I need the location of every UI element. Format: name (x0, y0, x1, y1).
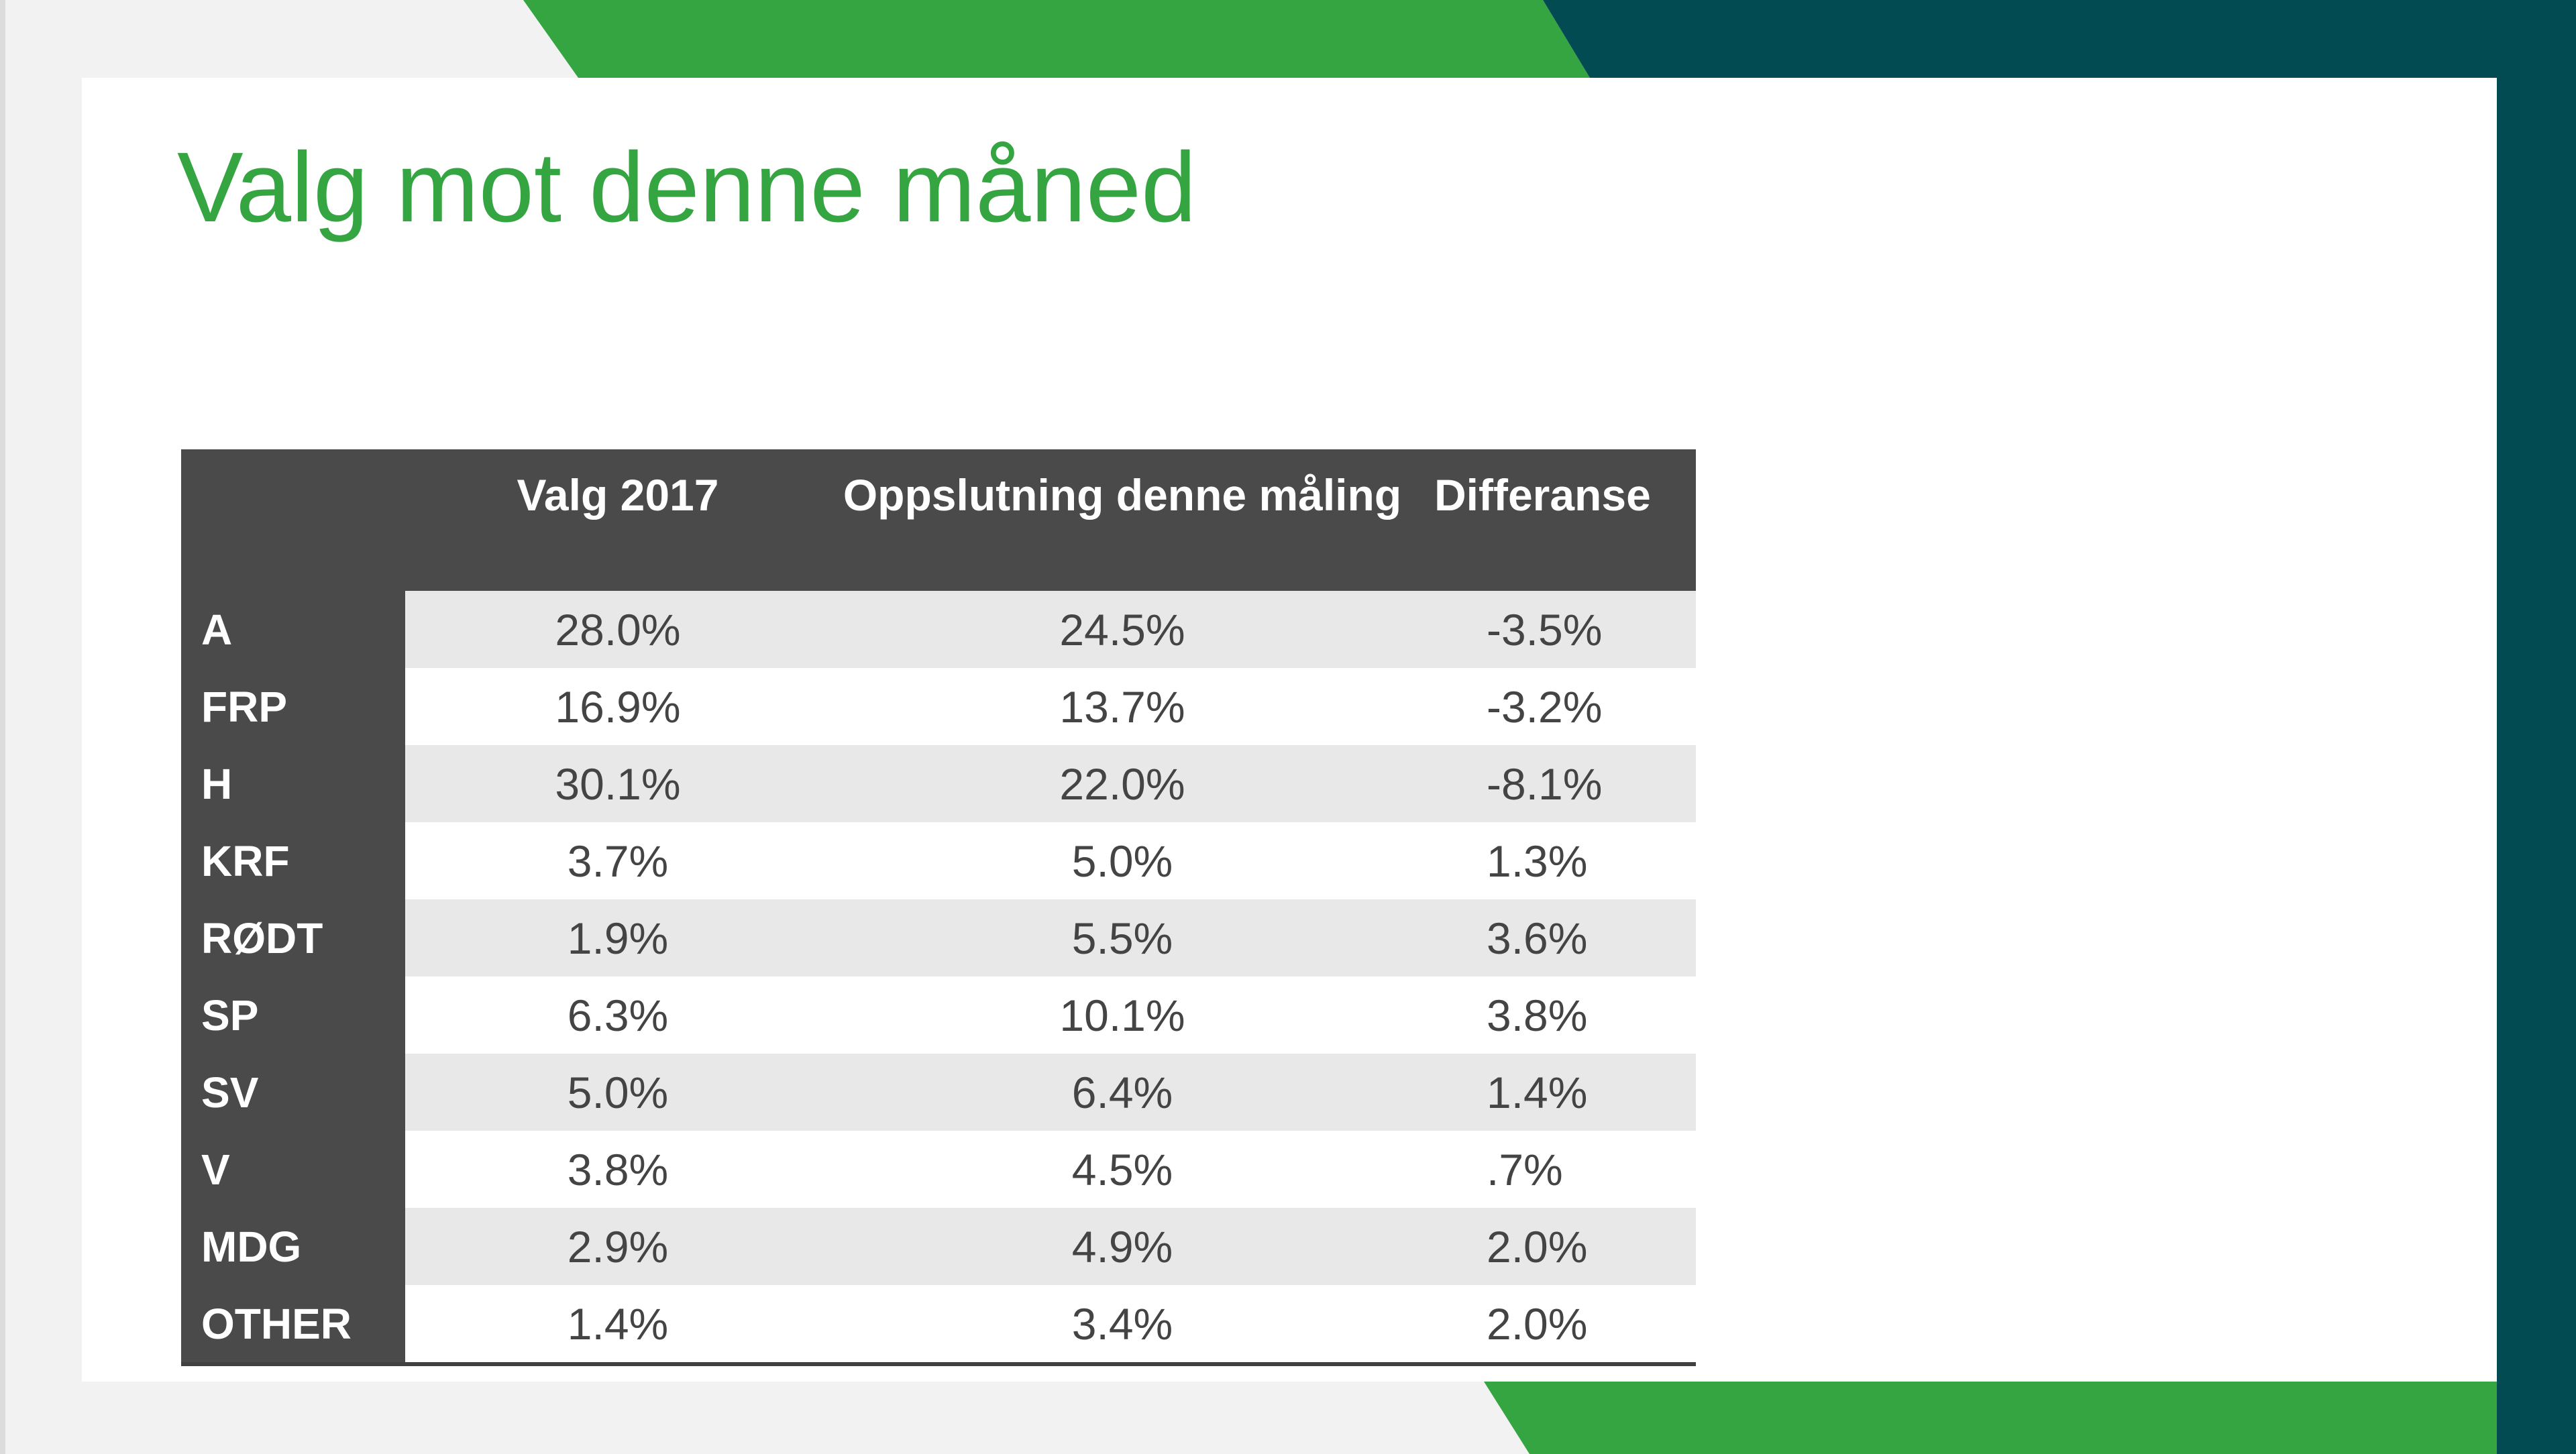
header-oppslutning: Oppslutning denne måling (830, 449, 1414, 591)
differanse-cell: 3.6% (1414, 899, 1696, 976)
valg-2017-cell: 5.0% (405, 1054, 830, 1131)
party-label: MDG (181, 1208, 405, 1285)
party-label: FRP (181, 668, 405, 745)
valg-2017-cell: 6.3% (405, 976, 830, 1054)
results-table: Valg 2017 Oppslutning denne måling Diffe… (181, 449, 1696, 1366)
party-label: H (181, 745, 405, 822)
oppslutning-cell: 24.5% (830, 591, 1414, 668)
party-label: V (181, 1131, 405, 1208)
valg-2017-cell: 3.8% (405, 1131, 830, 1208)
right-dark-teal-band (2497, 0, 2576, 1454)
table-row: RØDT 1.9% 5.5% 3.6% (181, 899, 1696, 976)
differanse-cell: 1.3% (1414, 822, 1696, 899)
left-gray-strip (0, 0, 5, 1454)
valg-2017-cell: 16.9% (405, 668, 830, 745)
party-label: KRF (181, 822, 405, 899)
table-row: SP 6.3% 10.1% 3.8% (181, 976, 1696, 1054)
table-header-row: Valg 2017 Oppslutning denne måling Diffe… (181, 449, 1696, 591)
differanse-cell: 2.0% (1414, 1285, 1696, 1366)
party-label: OTHER (181, 1285, 405, 1366)
differanse-cell: 1.4% (1414, 1054, 1696, 1131)
valg-2017-cell: 30.1% (405, 745, 830, 822)
oppslutning-cell: 6.4% (830, 1054, 1414, 1131)
table-row: MDG 2.9% 4.9% 2.0% (181, 1208, 1696, 1285)
header-party (181, 449, 405, 591)
party-label: RØDT (181, 899, 405, 976)
differanse-cell: 2.0% (1414, 1208, 1696, 1285)
slide-content-area: Valg mot denne måned Valg 2017 Oppslutni… (82, 78, 2497, 1382)
valg-2017-cell: 3.7% (405, 822, 830, 899)
differanse-cell: -8.1% (1414, 745, 1696, 822)
oppslutning-cell: 4.5% (830, 1131, 1414, 1208)
valg-2017-cell: 28.0% (405, 591, 830, 668)
oppslutning-cell: 5.0% (830, 822, 1414, 899)
differanse-cell: -3.2% (1414, 668, 1696, 745)
differanse-cell: .7% (1414, 1131, 1696, 1208)
slide-title: Valg mot denne måned (177, 132, 1197, 243)
oppslutning-cell: 13.7% (830, 668, 1414, 745)
table-row: H 30.1% 22.0% -8.1% (181, 745, 1696, 822)
valg-2017-cell: 1.9% (405, 899, 830, 976)
table-row: A 28.0% 24.5% -3.5% (181, 591, 1696, 668)
table-row: V 3.8% 4.5% .7% (181, 1131, 1696, 1208)
oppslutning-cell: 4.9% (830, 1208, 1414, 1285)
oppslutning-cell: 3.4% (830, 1285, 1414, 1366)
valg-2017-cell: 1.4% (405, 1285, 830, 1366)
top-green-band (523, 0, 1590, 78)
header-valg-2017: Valg 2017 (405, 449, 830, 591)
bottom-green-band (1484, 1382, 2497, 1454)
table-row: FRP 16.9% 13.7% -3.2% (181, 668, 1696, 745)
header-differanse: Differanse (1414, 449, 1696, 591)
bottom-right-teal-corner (2497, 1382, 2549, 1454)
oppslutning-cell: 5.5% (830, 899, 1414, 976)
party-label: SV (181, 1054, 405, 1131)
table-row: SV 5.0% 6.4% 1.4% (181, 1054, 1696, 1131)
table-row: KRF 3.7% 5.0% 1.3% (181, 822, 1696, 899)
party-label: SP (181, 976, 405, 1054)
oppslutning-cell: 10.1% (830, 976, 1414, 1054)
differanse-cell: -3.5% (1414, 591, 1696, 668)
table-row: OTHER 1.4% 3.4% 2.0% (181, 1285, 1696, 1366)
oppslutning-cell: 22.0% (830, 745, 1414, 822)
party-label: A (181, 591, 405, 668)
differanse-cell: 3.8% (1414, 976, 1696, 1054)
top-dark-teal-band (1543, 0, 2576, 78)
valg-2017-cell: 2.9% (405, 1208, 830, 1285)
